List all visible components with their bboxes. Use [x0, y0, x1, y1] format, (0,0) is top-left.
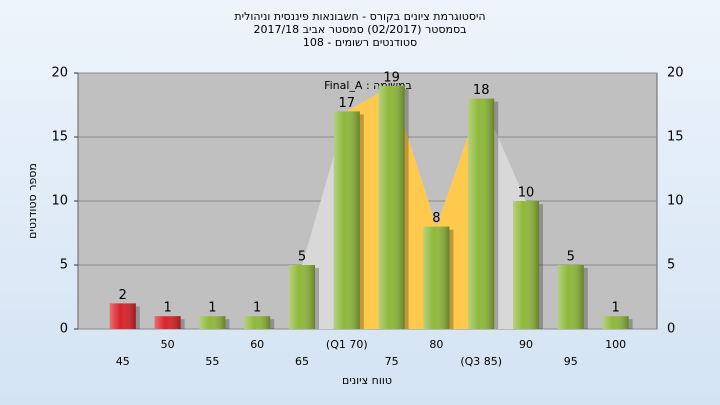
- value-label: 1: [611, 301, 619, 316]
- x-tick-label: 50: [161, 338, 175, 351]
- y-tick-label-right: 15: [667, 130, 684, 145]
- y-tick-label: 10: [51, 194, 68, 209]
- bar-highlight: [513, 201, 539, 329]
- value-label: 17: [339, 96, 356, 111]
- x-tick-label: 55: [205, 355, 219, 368]
- bar-highlight: [154, 316, 181, 329]
- value-label: 5: [298, 250, 306, 265]
- y-tick-label-right: 10: [667, 194, 684, 209]
- bar-highlight: [602, 316, 629, 329]
- y-tick-label-right: 5: [667, 258, 675, 273]
- x-tick-label: 80: [429, 338, 443, 351]
- value-label: 18: [473, 83, 490, 98]
- bar-highlight: [423, 226, 450, 329]
- x-axis-label: טווח ציונים: [342, 374, 392, 387]
- value-label: 8: [432, 211, 440, 226]
- bar-highlight: [244, 316, 271, 329]
- x-tick-label: 90: [519, 338, 533, 351]
- value-label: 1: [163, 301, 171, 316]
- x-tick-label: 60: [250, 338, 264, 351]
- bar-highlight: [468, 98, 495, 329]
- y-tick-label: 15: [51, 130, 68, 145]
- x-tick-label: 65: [295, 355, 309, 368]
- bar-highlight: [333, 111, 360, 330]
- y-axis-label: מספר סטודנטים: [26, 163, 39, 239]
- y-tick-label: 20: [51, 66, 68, 81]
- value-label: 1: [253, 301, 261, 316]
- bar-highlight: [109, 303, 136, 329]
- chart-subtitle: סטודנטים רשומים - 108: [303, 36, 417, 49]
- bar-highlight: [378, 85, 405, 329]
- x-tick-label: 100: [605, 338, 626, 351]
- value-label: 10: [518, 186, 535, 201]
- y-tick-label: 0: [60, 322, 68, 337]
- value-label: 1: [208, 301, 216, 316]
- x-tick-label: 95: [564, 355, 578, 368]
- bar-highlight: [557, 265, 584, 329]
- bar-highlight: [199, 316, 226, 329]
- value-label: 5: [567, 250, 575, 265]
- x-tick-label: 75: [385, 355, 399, 368]
- x-tick-label: (Q1 70): [326, 338, 368, 351]
- chart-title: היסטוגרמת ציונים בקורס - חשבונאות פיננסי…: [234, 10, 485, 23]
- chart-subtitle: בסמסטר (02/2017) סמסטר אביב 2017/18: [253, 23, 466, 36]
- y-tick-label-right: 0: [667, 322, 675, 337]
- value-label: 19: [383, 70, 400, 85]
- value-label: 2: [119, 288, 127, 303]
- x-tick-label: (Q3 85): [460, 355, 502, 368]
- x-tick-label: 45: [116, 355, 130, 368]
- y-tick-label-right: 20: [667, 66, 684, 81]
- y-tick-label: 5: [60, 258, 68, 273]
- bar-highlight: [289, 265, 315, 329]
